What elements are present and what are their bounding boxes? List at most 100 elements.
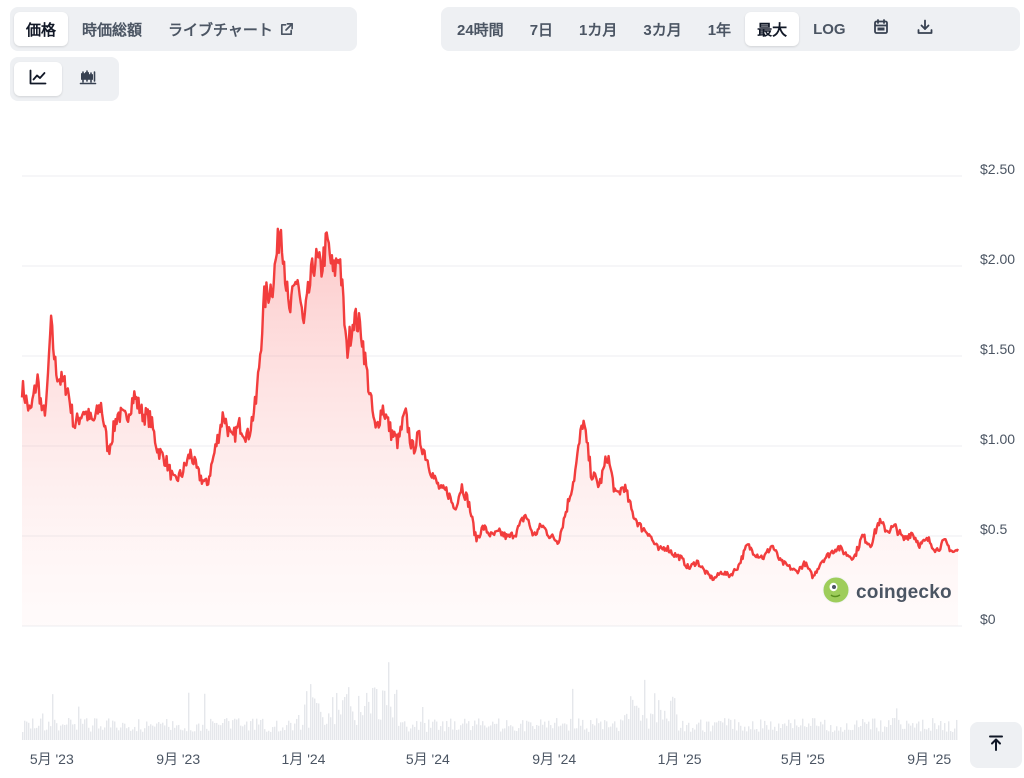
range-1y-button[interactable]: 1年	[696, 12, 743, 46]
volume-bar	[212, 721, 214, 740]
volume-bar	[788, 719, 790, 740]
volume-bar	[352, 711, 354, 740]
volume-bar	[716, 722, 718, 740]
volume-bar	[478, 718, 480, 740]
volume-bar	[92, 725, 94, 740]
volume-bar	[886, 727, 888, 740]
volume-bar	[652, 714, 654, 740]
volume-bar	[458, 729, 460, 740]
volume-bar	[550, 725, 552, 740]
volume-bar	[240, 725, 242, 740]
volume-bar	[350, 706, 352, 740]
calendar-button[interactable]	[860, 12, 902, 46]
volume-bar	[842, 731, 844, 740]
coingecko-watermark: coingecko	[822, 576, 952, 609]
y-axis: $0 $0.5 $1.00 $1.50 $2.00 $2.50	[980, 161, 1015, 627]
volume-bar	[810, 725, 812, 740]
volume-bar	[578, 718, 580, 740]
range-1m-button[interactable]: 1カ月	[567, 12, 629, 46]
x-tick-label: 1月 '24	[282, 751, 326, 767]
volume-bar	[396, 689, 398, 740]
volume-bar	[572, 688, 574, 740]
volume-bar	[278, 731, 280, 740]
volume-bar	[324, 724, 326, 740]
volume-bar	[112, 720, 114, 740]
volume-bar	[224, 718, 226, 740]
volume-bar	[314, 698, 316, 740]
volume-bar	[934, 723, 936, 740]
tab-live-chart[interactable]: ライブチャート	[156, 12, 306, 46]
volume-bar	[40, 718, 42, 740]
volume-bar	[76, 729, 78, 740]
volume-bar	[468, 721, 470, 740]
volume-bar	[920, 731, 922, 740]
volume-bar	[780, 727, 782, 740]
volume-bar	[892, 718, 894, 740]
volume-bar	[766, 725, 768, 740]
volume-bar	[706, 721, 708, 740]
volume-bar	[642, 715, 644, 740]
volume-bar	[800, 725, 802, 740]
volume-bar	[346, 694, 348, 740]
volume-bar	[704, 731, 706, 740]
scroll-to-top-button[interactable]	[970, 722, 1022, 768]
volume-bar	[214, 723, 216, 740]
x-tick-label: 9月 '23	[156, 751, 200, 767]
log-scale-button[interactable]: LOG	[801, 12, 858, 46]
volume-bar	[166, 719, 168, 740]
volume-bar	[844, 729, 846, 740]
volume-bar	[530, 722, 532, 740]
tab-price[interactable]: 価格	[14, 12, 69, 46]
volume-bar	[650, 713, 652, 740]
volume-bar	[348, 687, 350, 740]
volume-bar	[392, 717, 394, 740]
volume-bar	[792, 728, 794, 740]
range-7d-button[interactable]: 7日	[518, 12, 565, 46]
line-chart-button[interactable]	[14, 62, 62, 96]
range-max-label: 最大	[757, 21, 788, 39]
range-max-button[interactable]: 最大	[745, 12, 800, 46]
y-tick-label: $1.00	[980, 431, 1015, 447]
volume-bar	[56, 723, 58, 740]
volume-bar	[402, 722, 404, 740]
price-line	[20, 227, 960, 582]
volume-bar	[590, 720, 592, 740]
volume-bar	[822, 724, 824, 740]
volume-bar	[912, 723, 914, 740]
volume-bar	[814, 718, 816, 740]
volume-bar	[238, 718, 240, 740]
volume-bar	[616, 727, 618, 740]
volume-bar	[512, 726, 514, 740]
volume-bar	[486, 727, 488, 740]
volume-bar	[488, 726, 490, 740]
volume-bar	[640, 720, 642, 740]
volume-bar	[114, 721, 116, 740]
tab-market-cap[interactable]: 時価総額	[70, 12, 154, 46]
volume-bar	[916, 723, 918, 740]
volume-bar	[118, 730, 120, 740]
volume-bar	[660, 709, 662, 740]
volume-bar	[868, 721, 870, 740]
volume-bar	[554, 722, 556, 740]
volume-bar	[742, 730, 744, 740]
volume-bar	[796, 725, 798, 740]
range-3m-button[interactable]: 3カ月	[631, 12, 693, 46]
volume-bar	[38, 725, 40, 740]
volume-bar	[676, 714, 678, 740]
range-24h-button[interactable]: 24時間	[445, 12, 516, 46]
volume-bar	[414, 726, 416, 740]
download-button[interactable]	[904, 12, 946, 46]
volume-bar	[612, 723, 614, 740]
volume-bar	[664, 710, 666, 740]
volume-bar	[344, 696, 346, 740]
volume-bar	[888, 720, 890, 740]
candlestick-button[interactable]	[64, 62, 112, 96]
volume-bar	[370, 713, 372, 740]
volume-bar	[192, 731, 194, 740]
volume-bar	[954, 728, 956, 740]
volume-bar	[22, 731, 24, 740]
volume-bar	[68, 718, 70, 740]
volume-bar	[34, 728, 36, 740]
volume-bar	[138, 719, 140, 740]
